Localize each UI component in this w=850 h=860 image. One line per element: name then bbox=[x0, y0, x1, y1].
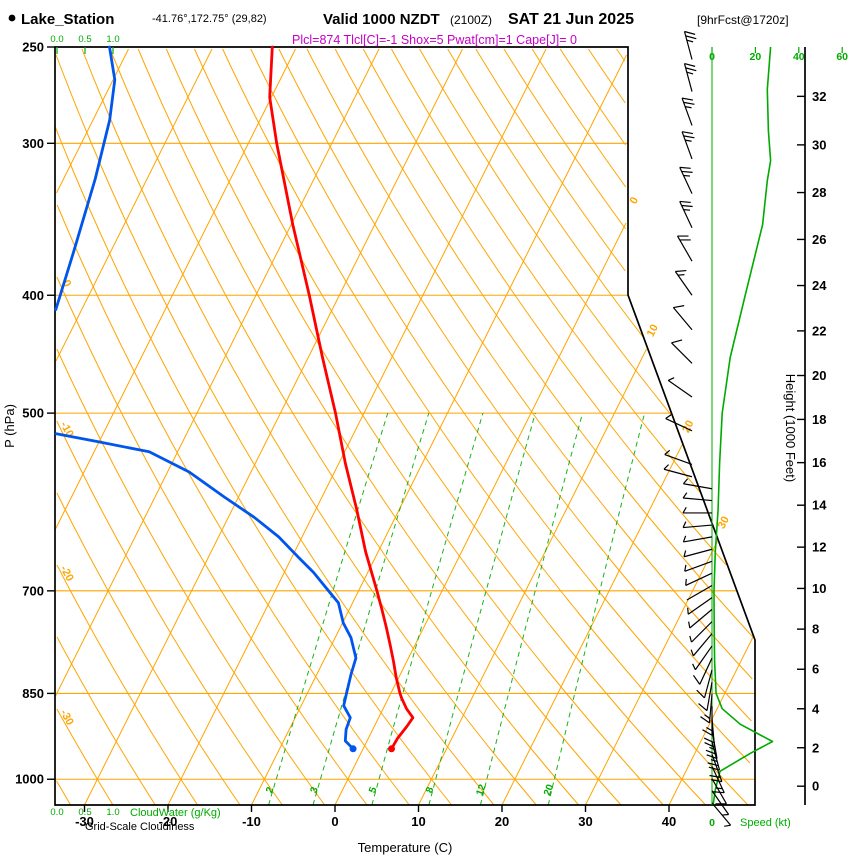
svg-text:12: 12 bbox=[474, 783, 488, 798]
height-axis-title: Height (1000 Feet) bbox=[783, 374, 798, 482]
svg-text:0: 0 bbox=[709, 817, 715, 829]
svg-text:850: 850 bbox=[22, 686, 44, 701]
pressure-axis-title: P (hPa) bbox=[2, 404, 17, 448]
svg-text:10: 10 bbox=[645, 322, 661, 338]
sounding-indices: Plcl=874 Tlcl[C]=-1 Shox=5 Pwat[cm]=1 Ca… bbox=[292, 33, 577, 47]
svg-text:1.0: 1.0 bbox=[106, 807, 119, 818]
temperature-axis-title: Temperature (C) bbox=[358, 840, 453, 855]
svg-text:12: 12 bbox=[812, 540, 826, 555]
station-bullet-icon bbox=[8, 14, 16, 22]
speed-axis-label: Speed (kt) bbox=[740, 817, 791, 829]
svg-text:-10: -10 bbox=[242, 814, 261, 829]
svg-text:30: 30 bbox=[578, 814, 592, 829]
svg-text:0: 0 bbox=[60, 278, 73, 289]
valid-date: SAT 21 Jun 2025 bbox=[508, 11, 634, 28]
svg-text:24: 24 bbox=[812, 278, 827, 293]
svg-text:2: 2 bbox=[812, 740, 819, 755]
dry-adiabat-gridlines bbox=[54, 48, 754, 806]
svg-text:40: 40 bbox=[793, 51, 805, 63]
svg-text:20: 20 bbox=[750, 51, 762, 63]
svg-text:20: 20 bbox=[812, 368, 826, 383]
svg-text:40: 40 bbox=[662, 814, 676, 829]
svg-text:3: 3 bbox=[309, 785, 321, 794]
svg-text:5: 5 bbox=[367, 785, 379, 794]
cloudwater-label: CloudWater (g/Kg) bbox=[130, 807, 221, 819]
svg-text:2: 2 bbox=[264, 785, 276, 794]
plot-frame bbox=[54, 46, 756, 806]
cloudwater-scale: 0.0 0.0 0.5 0.5 1.0 1.0 bbox=[50, 34, 119, 818]
temperature-dewpoint-profiles bbox=[54, 45, 415, 753]
svg-text:8: 8 bbox=[812, 622, 819, 637]
svg-text:0: 0 bbox=[331, 814, 338, 829]
svg-text:1000: 1000 bbox=[15, 772, 44, 787]
valid-utc: (2100Z) bbox=[450, 13, 492, 27]
svg-text:32: 32 bbox=[812, 89, 826, 104]
svg-text:14: 14 bbox=[812, 498, 827, 513]
svg-text:700: 700 bbox=[22, 583, 44, 598]
forecast-tag: [9hrFcst@1720z] bbox=[697, 13, 789, 27]
svg-text:10: 10 bbox=[411, 814, 425, 829]
isobar-gridlines bbox=[55, 142, 755, 780]
station-coords: -41.76°,172.75° (29,82) bbox=[152, 13, 267, 25]
mixing-ratio-lines bbox=[268, 412, 646, 806]
svg-text:-30: -30 bbox=[75, 814, 94, 829]
svg-text:60: 60 bbox=[836, 51, 848, 63]
svg-text:500: 500 bbox=[22, 406, 44, 421]
svg-text:6: 6 bbox=[812, 662, 819, 677]
wind-speed-profile bbox=[711, 46, 774, 806]
svg-text:26: 26 bbox=[812, 232, 826, 247]
svg-text:0.0: 0.0 bbox=[50, 34, 63, 45]
svg-text:20: 20 bbox=[680, 418, 696, 434]
svg-text:16: 16 bbox=[812, 455, 826, 470]
wind-barbs bbox=[663, 30, 732, 827]
svg-text:0: 0 bbox=[628, 195, 641, 206]
svg-text:400: 400 bbox=[22, 288, 44, 303]
svg-text:-20: -20 bbox=[159, 814, 178, 829]
svg-text:10: 10 bbox=[812, 581, 826, 596]
svg-text:0: 0 bbox=[812, 779, 819, 794]
cloudiness-label: Grid-Scale Cloudiness bbox=[85, 821, 195, 833]
svg-text:300: 300 bbox=[22, 136, 44, 151]
svg-text:1.0: 1.0 bbox=[106, 34, 119, 45]
svg-text:250: 250 bbox=[22, 40, 44, 55]
svg-text:28: 28 bbox=[812, 185, 826, 200]
svg-text:20: 20 bbox=[495, 814, 509, 829]
svg-text:18: 18 bbox=[812, 412, 826, 427]
svg-text:20: 20 bbox=[542, 783, 556, 798]
svg-text:0.5: 0.5 bbox=[78, 34, 91, 45]
station-name: Lake_Station bbox=[21, 11, 114, 28]
svg-text:30: 30 bbox=[812, 137, 826, 152]
svg-text:22: 22 bbox=[812, 323, 826, 338]
valid-time: Valid 1000 NZDT bbox=[323, 11, 440, 28]
svg-text:0.0: 0.0 bbox=[50, 807, 63, 818]
svg-text:8: 8 bbox=[424, 785, 436, 794]
svg-text:0.5: 0.5 bbox=[78, 807, 91, 818]
svg-text:30: 30 bbox=[716, 514, 732, 530]
svg-text:4: 4 bbox=[812, 701, 820, 716]
